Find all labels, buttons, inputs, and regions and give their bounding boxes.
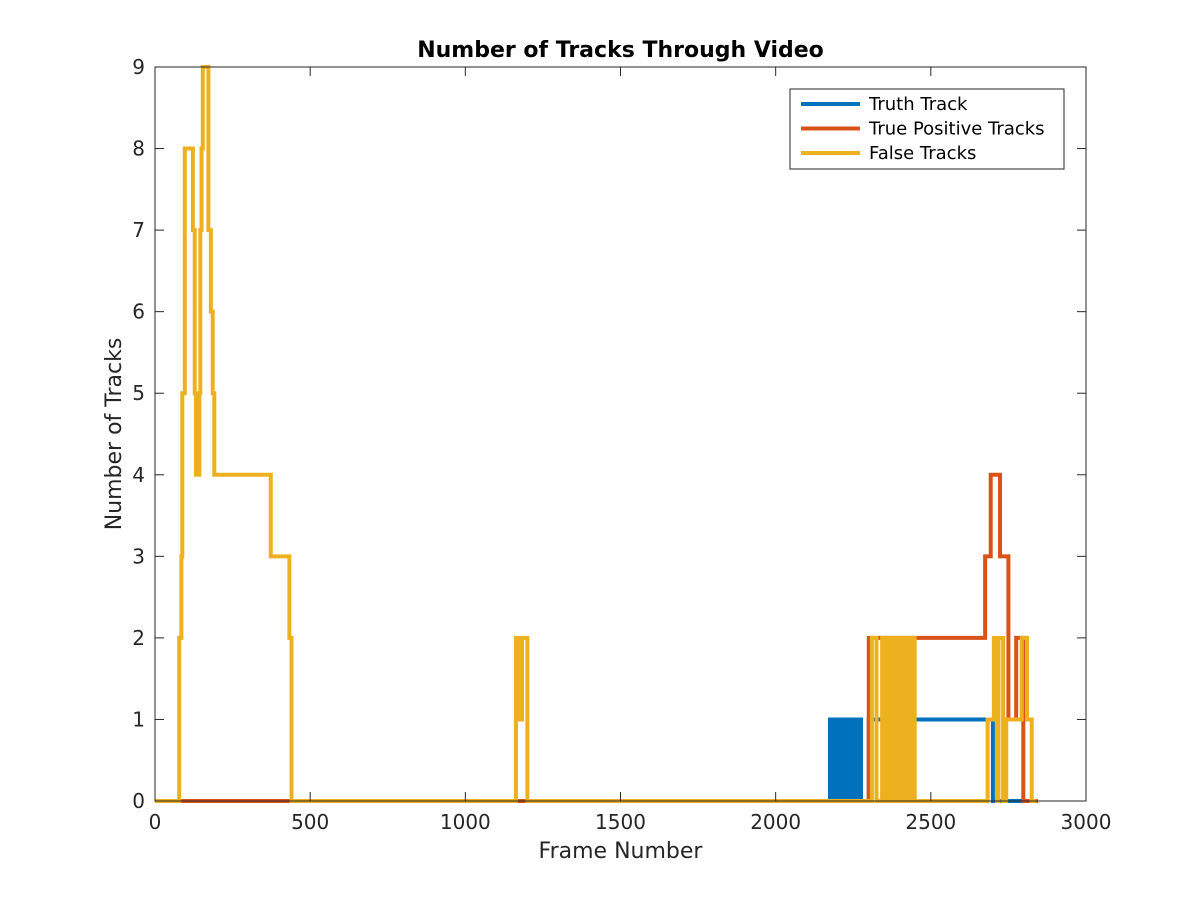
chart-title: Number of Tracks Through Video — [417, 38, 824, 63]
y-axis-label: Number of Tracks — [102, 338, 127, 531]
y-tick-label: 7 — [132, 218, 145, 242]
legend-label-truth-track: Truth Track — [868, 94, 968, 115]
y-tick-label: 3 — [132, 544, 145, 568]
y-tick-label: 4 — [132, 463, 145, 487]
y-tick-label: 6 — [132, 300, 145, 324]
legend-label-false-tracks: False Tracks — [869, 143, 976, 164]
x-tick-label: 1500 — [595, 810, 646, 834]
y-tick-label: 1 — [132, 707, 145, 731]
y-tick-label: 2 — [132, 626, 145, 650]
y-tick-label: 0 — [132, 789, 145, 813]
x-tick-label: 500 — [291, 810, 329, 834]
x-axis-label: Frame Number — [539, 839, 704, 864]
series-line-true-positive-tracks — [155, 472, 1038, 803]
x-tick-label: 3000 — [1061, 810, 1112, 834]
series-line-truth-track — [155, 717, 1038, 803]
tick-layer: 0 500 1000 1500 2000 2500 3000 0 1 2 3 4 5 6 7 8 9 — [132, 55, 1111, 834]
legend-label-true-positive-tracks: True Positive Tracks — [868, 119, 1045, 140]
x-tick-label: 0 — [149, 810, 162, 834]
y-tick-label: 9 — [132, 55, 145, 79]
y-tick-label: 8 — [132, 137, 145, 161]
y-tick-label: 5 — [132, 381, 145, 405]
legend-items: Truth Track True Positive Tracks False Tra… — [801, 94, 1045, 164]
x-tick-label: 2500 — [905, 810, 956, 834]
legend: Truth Track True Positive Tracks False Tra… — [789, 88, 1065, 170]
x-tick-label: 2000 — [750, 810, 801, 834]
x-tick-label: 1000 — [440, 810, 491, 834]
plot-area — [155, 67, 1086, 801]
